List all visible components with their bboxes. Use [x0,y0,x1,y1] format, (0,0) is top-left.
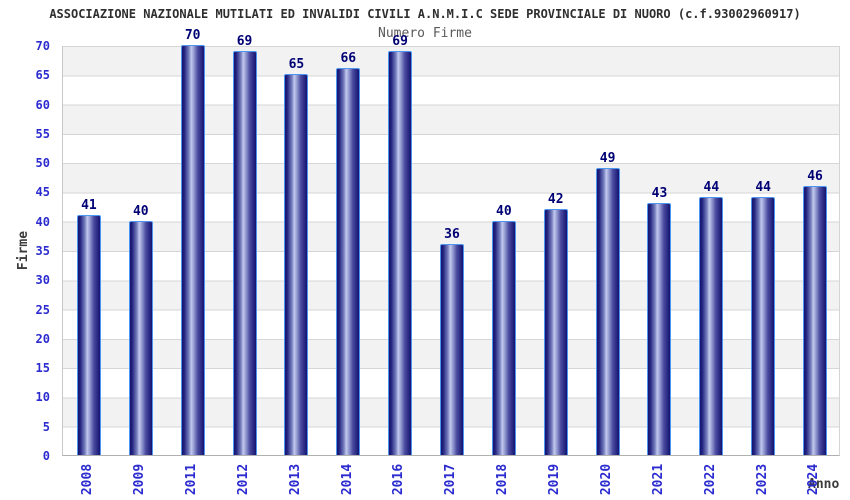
x-tick-2012: 2012 [224,458,264,500]
value-label-2022: 44 [703,180,720,196]
y-tick-35: 35 [35,244,50,258]
value-label-2014: 66 [340,51,357,67]
y-tick-60: 60 [35,97,50,112]
value-label-2024: 46 [807,168,823,184]
value-label-2021: 43 [651,186,668,202]
bar-2014 [336,68,361,455]
x-tick-2023: 2023 [742,458,782,500]
x-tick-2009: 2009 [120,458,160,500]
x-tick-label: 2019 [547,463,563,495]
bar-2022 [699,197,724,455]
x-tick-2008: 2008 [68,458,108,500]
x-tick-2021: 2021 [638,458,678,500]
bar-2012 [232,50,257,455]
x-tick-2020: 2020 [587,458,627,500]
value-label-2019: 42 [547,192,564,207]
y-tick-15: 15 [35,361,50,376]
y-tick-10: 10 [35,390,50,405]
y-tick-50: 50 [35,156,50,171]
bar-2023 [751,197,776,455]
bar-2011 [180,45,205,455]
y-tick-45: 45 [35,185,50,200]
y-tick-70: 70 [35,39,50,53]
x-tick-2014: 2014 [327,458,367,500]
bar-2024 [803,185,828,455]
x-tick-2016: 2016 [379,458,419,500]
x-tick-2022: 2022 [690,458,730,500]
bar-2020 [595,168,620,455]
value-label-2009: 40 [132,203,149,219]
x-tick-label: 2009 [132,463,148,495]
y-tick-5: 5 [42,419,50,434]
value-label-2020: 49 [599,151,616,166]
y-tick-65: 65 [35,68,50,83]
bar-2017 [440,244,464,455]
x-tick-label: 2017 [443,463,459,495]
x-tick-label: 2014 [339,463,355,495]
x-tick-label: 2020 [599,463,615,495]
y-tick-30: 30 [35,273,50,288]
x-tick-label: 2016 [391,463,407,495]
bar-2013 [284,74,309,455]
chart-subtitle: Numero Firme [378,26,472,41]
value-label-2016: 69 [392,33,408,49]
x-tick-2011: 2011 [172,458,212,500]
x-tick-2018: 2018 [483,458,523,500]
x-tick-label: 2018 [495,463,511,495]
bar-2009 [128,220,153,455]
bar-2008 [76,214,101,455]
x-tick-label: 2013 [287,463,303,495]
plot-area: 41 40 70 69 65 66 69 36 40 42 49 43 44 44 46 [62,29,840,456]
value-label-2008: 41 [81,197,97,213]
bar-2018 [491,220,516,455]
x-tick-label: 2012 [236,463,252,495]
value-label-2017: 36 [444,227,460,243]
chart-title: ASSOCIAZIONE NAZIONALE MUTILATI ED INVAL… [49,7,801,21]
x-tick-2019: 2019 [535,458,575,500]
y-tick-40: 40 [35,214,50,229]
value-label-2018: 40 [496,203,512,219]
bar-2019 [543,209,568,455]
x-tick-label: 2023 [754,463,770,495]
bar-2021 [647,203,672,455]
x-axis-title: Anno [808,477,840,492]
x-tick-label: 2024 [806,463,822,495]
x-tick-label: 2022 [702,463,718,495]
value-label-2013: 65 [288,57,305,73]
x-tick-2024: 2024 [794,458,834,500]
x-tick-2017: 2017 [431,458,471,500]
x-tick-label: 2021 [650,463,666,495]
x-tick-label: 2011 [184,463,200,495]
value-label-2023: 44 [755,180,772,196]
x-tick-label: 2008 [80,463,96,495]
bar-2016 [388,50,413,455]
x-tick-2013: 2013 [275,458,315,500]
value-label-2011: 70 [184,28,201,43]
y-tick-25: 25 [35,302,50,317]
y-tick-20: 20 [35,331,50,346]
value-label-2012: 69 [236,33,253,49]
y-tick-0: 0 [42,449,50,463]
y-tick-55: 55 [35,126,50,141]
